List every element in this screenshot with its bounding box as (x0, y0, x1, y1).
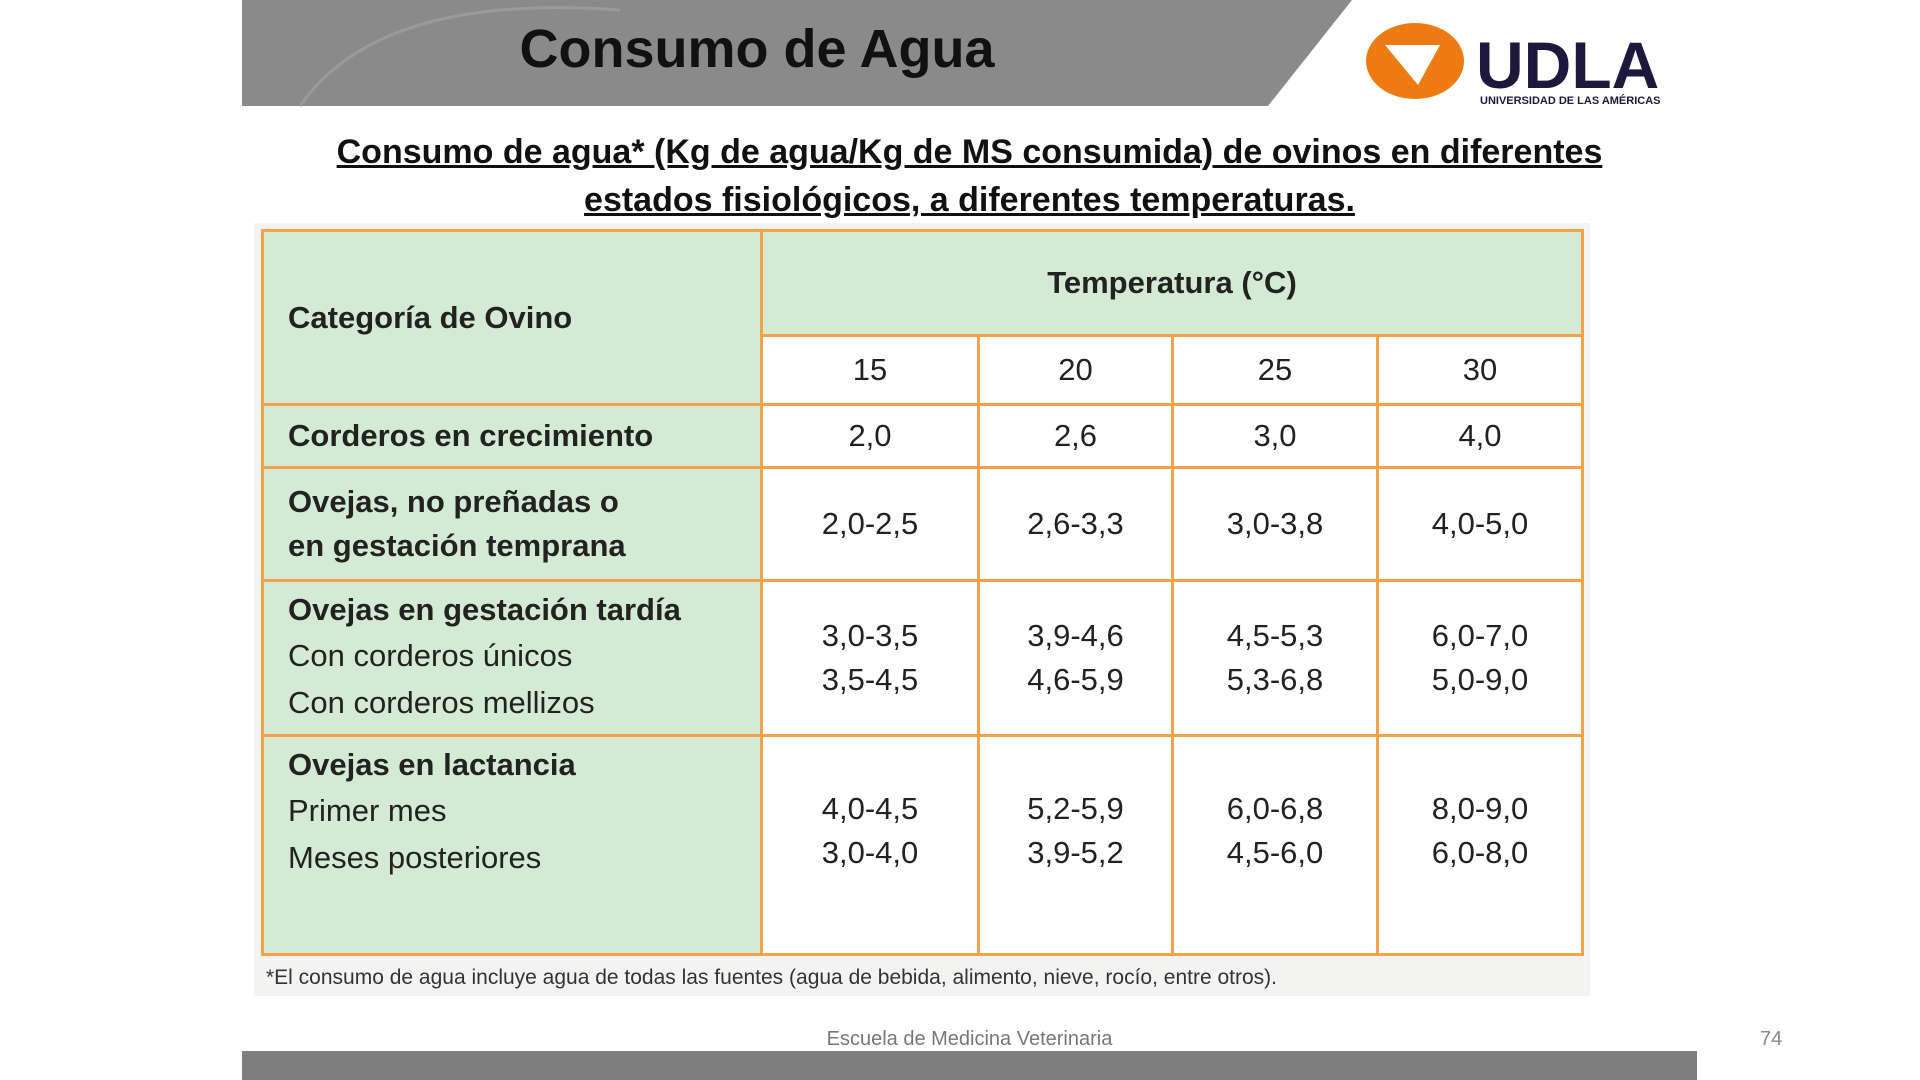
category-label: Ovejas en lactancia (288, 747, 576, 782)
header-band: UDLA UNIVERSIDAD DE LAS AMÉRICAS (242, 0, 1661, 107)
value: 4,5-6,0 (1226, 835, 1324, 870)
value: 4,0 (1458, 418, 1502, 453)
value: 3,0-3,5 (821, 618, 919, 653)
value: 3,5-4,5 (821, 662, 919, 697)
value-cell: 2,0-2,5 (760, 466, 980, 582)
page-number: 74 (1760, 1028, 1783, 1050)
value: 4,5-5,3 (1226, 618, 1324, 653)
table: Categoría de Ovino Temperatura (°C) 15 20… (261, 229, 1584, 956)
category: Ovejas en lactancia Primer mes Meses poste… (261, 734, 763, 956)
category: Corderos en crecimiento (261, 403, 763, 469)
value: 6,0-7,0 (1431, 618, 1529, 653)
value-cell: 3,0-3,5 3,5-4,5 (760, 579, 980, 737)
temperature: 15 (760, 334, 980, 406)
value-cell: 3,0-3,8 (1171, 466, 1379, 582)
value-cell: 5,2-5,9 3,9-5,2 (977, 734, 1174, 956)
category: Ovejas, no preñadas o en gestación tempra… (261, 466, 763, 582)
value-cell: 4,0 (1376, 403, 1584, 469)
sublabel: Meses posteriores (288, 840, 542, 875)
value: 3,0-3,8 (1226, 506, 1324, 541)
temperature: 20 (977, 334, 1174, 406)
value-cell: 6,0-7,0 5,0-9,0 (1376, 579, 1584, 737)
row: Corderos en crecimiento 2,0 2,6 3,0 4,0 (261, 403, 1584, 469)
value: 4,0-4,5 (821, 791, 919, 826)
value-cell: 4,0-4,5 3,0-4,0 (760, 734, 980, 956)
value-cell: 2,6 (977, 403, 1174, 469)
row: Ovejas en lactancia Primer mes Meses poste… (261, 734, 1584, 956)
value: 3,9-4,6 (1027, 618, 1124, 653)
value: 6,0-6,8 (1226, 791, 1324, 826)
category-label: Ovejas en gestación tardía (288, 592, 681, 627)
temperature-header: Temperatura (°C) (760, 229, 1584, 337)
value-cell: 3,9-4,6 4,6-5,9 (977, 579, 1174, 737)
value: 8,0-9,0 (1431, 791, 1529, 826)
value: 2,0-2,5 (821, 506, 919, 541)
subtitle-line: estados fisiológicos, a diferentes tempe… (584, 181, 1355, 219)
category: Ovejas en gestación tardía Con corderos ú… (261, 579, 763, 737)
value: 5,3-6,8 (1226, 662, 1324, 697)
logo-text: UDLA (1476, 28, 1659, 102)
value: 2,6 (1053, 418, 1098, 453)
category-header: Categoría de Ovino (261, 229, 763, 406)
value-cell: 3,0 (1171, 403, 1379, 469)
category-label: Corderos en crecimiento (288, 418, 654, 453)
temperature: 30 (1376, 334, 1584, 406)
value-cell: 2,6-3,3 (977, 466, 1174, 582)
value: 4,6-5,9 (1027, 662, 1124, 697)
value-cell: 6,0-6,8 4,5-6,0 (1171, 734, 1379, 956)
category-label: Ovejas, no preñadas o (288, 484, 619, 519)
footer: Escuela de Medicina Veterinaria (826, 1028, 1113, 1050)
value-cell: 4,5-5,3 5,3-6,8 (1171, 579, 1379, 737)
row: Ovejas, no preñadas o en gestación tempra… (261, 466, 1584, 582)
value-cell: 4,0-5,0 (1376, 466, 1584, 582)
value: 3,9-5,2 (1027, 835, 1124, 870)
subtitle-line: Consumo de agua* (Kg de agua/Kg de MS co… (336, 133, 1603, 171)
value-cell: 8,0-9,0 6,0-8,0 (1376, 734, 1584, 956)
logo-subtitle: UNIVERSIDAD DE LAS AMÉRICAS (1480, 94, 1661, 107)
value: 2,0 (848, 418, 892, 453)
sublabel: Con corderos únicos (288, 638, 573, 673)
sublabel: Primer mes (288, 793, 447, 828)
value: 3,0-4,0 (821, 835, 919, 870)
category-label: en gestación temprana (288, 528, 626, 563)
value: 3,0 (1253, 418, 1297, 453)
footer-bar (242, 1051, 1697, 1080)
sublabel: Con corderos mellizos (288, 685, 595, 720)
value: 5,2-5,9 (1027, 791, 1124, 826)
title: Consumo de Agua (519, 19, 995, 79)
value: 5,0-9,0 (1431, 662, 1529, 697)
value: 6,0-8,0 (1431, 835, 1529, 870)
temperature: 25 (1171, 334, 1379, 406)
value: 2,6-3,3 (1027, 506, 1124, 541)
value: 4,0-5,0 (1431, 506, 1529, 541)
table-image: Categoría de Ovino Temperatura (°C) 15 20… (254, 223, 1590, 996)
row: Ovejas en gestación tardía Con corderos ú… (261, 579, 1584, 737)
value-cell: 2,0 (760, 403, 980, 469)
footnote: *El consumo de agua incluye agua de toda… (266, 966, 1277, 989)
subtitle: Consumo de agua* (Kg de agua/Kg de MS co… (242, 128, 1697, 224)
